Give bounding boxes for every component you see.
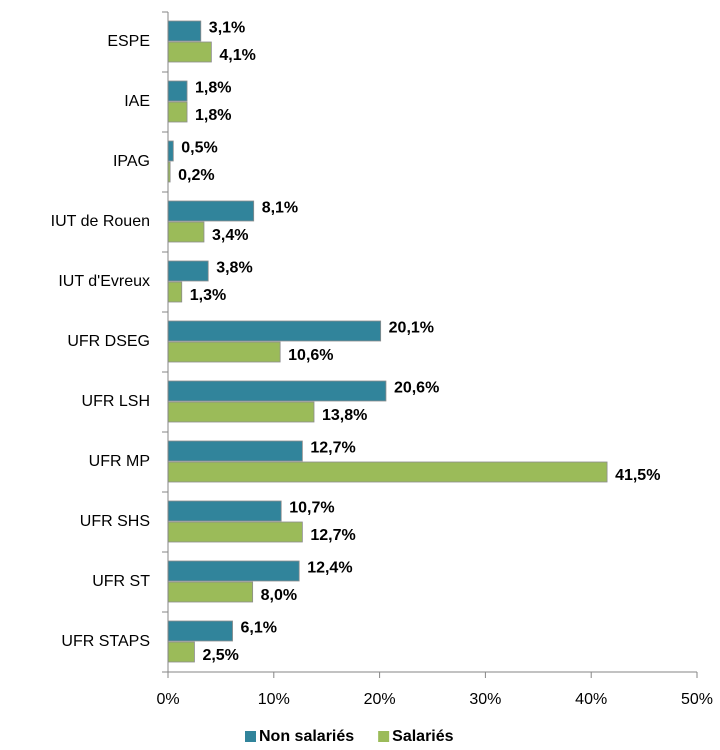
category-label: UFR STAPS [61,633,150,650]
value-label: 8,1% [262,200,298,217]
bar [167,581,254,603]
bar [167,101,188,123]
value-label: 3,8% [216,260,252,277]
bar [167,221,205,243]
bar [167,440,303,462]
value-label: 3,1% [209,20,245,37]
category-label: ESPE [107,33,150,50]
bar [167,260,209,282]
legend-label: Non salariés [259,728,354,745]
value-label: 8,0% [261,587,297,604]
category-label: UFR MP [89,453,150,470]
category-label: UFR LSH [82,393,150,410]
category-label: UFR DSEG [67,333,150,350]
bar [167,500,282,522]
bar [167,380,387,402]
category-label: UFR SHS [80,513,150,530]
bar [167,461,608,483]
x-tick-label: 30% [469,691,501,708]
value-label: 41,5% [615,467,660,484]
value-label: 6,1% [241,620,277,637]
value-label: 10,7% [289,500,334,517]
value-label: 20,1% [389,320,434,337]
category-label: IUT de Rouen [51,213,150,230]
category-label: IUT d'Evreux [58,273,150,290]
value-label: 3,4% [212,227,248,244]
value-label: 1,8% [195,107,231,124]
legend-swatch [245,731,256,742]
bar [167,401,315,423]
x-tick-label: 0% [156,691,179,708]
bar [167,140,174,162]
bar [167,320,382,342]
x-tick-label: 50% [681,691,713,708]
x-tick-label: 10% [258,691,290,708]
value-label: 20,6% [394,380,439,397]
value-label: 0,5% [181,140,217,157]
category-label: IAE [124,93,150,110]
bar [167,80,188,102]
bar [167,521,303,543]
bar [167,641,195,663]
bar [167,560,300,582]
bar [167,20,202,42]
category-label: IPAG [113,153,150,170]
value-label: 10,6% [288,347,333,364]
legend: Non salariés Salariés [245,728,454,745]
value-label: 13,8% [322,407,367,424]
bar [167,281,183,303]
value-label: 0,2% [178,167,214,184]
bar [167,41,212,63]
bar [167,620,233,642]
value-label: 1,8% [195,80,231,97]
value-label: 2,5% [202,647,238,664]
legend-label: Salariés [392,728,453,745]
x-tick-label: 40% [575,691,607,708]
category-label: UFR ST [92,573,150,590]
x-tick-label: 20% [364,691,396,708]
value-label: 12,7% [310,527,355,544]
legend-swatch [378,731,390,742]
value-label: 1,3% [190,287,226,304]
value-label: 4,1% [219,47,255,64]
value-label: 12,4% [307,560,352,577]
bar [167,341,281,363]
value-label: 12,7% [310,440,355,457]
bar [167,200,255,222]
